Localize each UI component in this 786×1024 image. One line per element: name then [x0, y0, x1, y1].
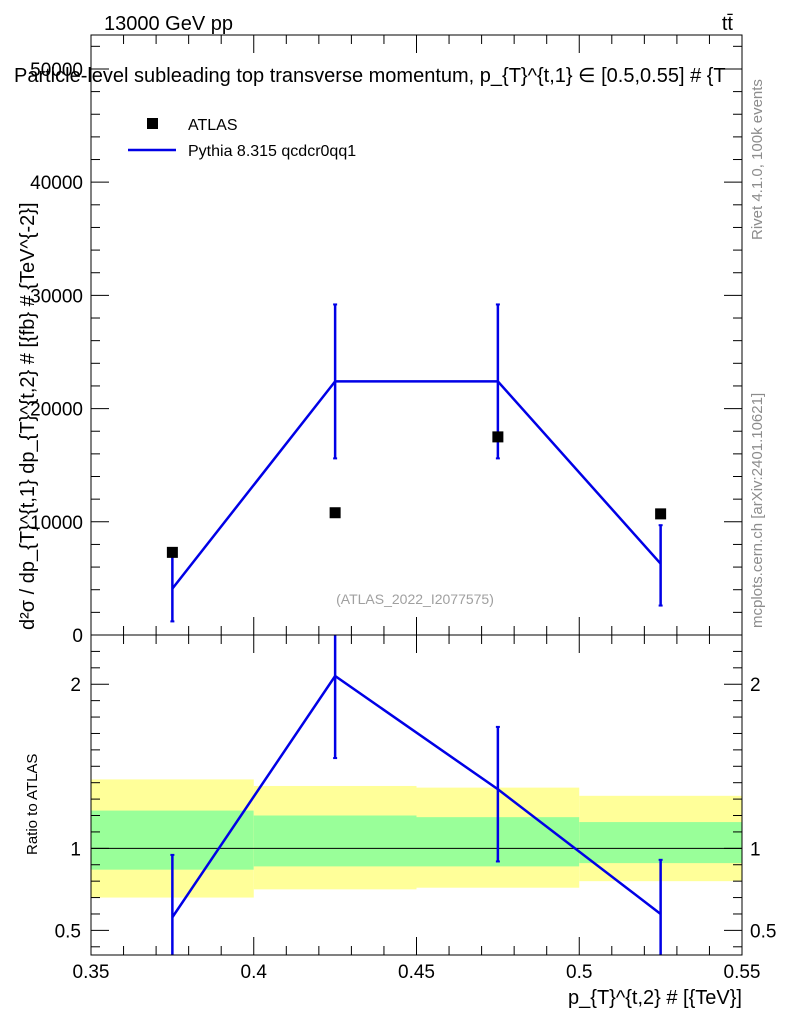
pythia-line	[171, 380, 662, 590]
ratio-y-tick-label-right: 2	[750, 675, 761, 696]
uncertainty-band-inner	[579, 822, 742, 864]
legend-atlas-label: ATLAS	[188, 117, 238, 134]
legend-atlas-marker	[147, 118, 158, 129]
x-tick-label: 0.35	[73, 962, 110, 983]
mcplots-label: mcplots.cern.ch [arXiv:2401.10621]	[749, 393, 766, 628]
ratio-y-tick-label: 0.5	[55, 921, 81, 942]
main-y-tick-label: 40000	[30, 173, 83, 194]
ratio-y-tick-label-right: 0.5	[750, 921, 776, 942]
x-tick-label: 0.55	[724, 962, 761, 983]
atlas-data-point	[329, 507, 341, 519]
atlas-data-point	[166, 546, 178, 558]
main-y-tick-label: 20000	[30, 400, 83, 421]
atlas-data-point	[655, 508, 667, 520]
ratio-y-tick-label: 1	[70, 839, 81, 860]
ratio-pythia-line	[171, 674, 662, 918]
ratio-y-axis-label: Ratio to ATLAS	[24, 754, 41, 855]
uncertainty-band-inner	[253, 815, 417, 867]
energy-label: 13000 GeV pp	[104, 13, 233, 35]
x-tick-label: 0.4	[241, 962, 268, 983]
main-y-tick-label: 30000	[30, 286, 83, 307]
ratio-panel: 0.5 0.5 1 1 2 2 0.35 0.4 0.45 0.5 0.55	[55, 634, 776, 983]
ratio-y-tick-label-right: 1	[750, 839, 761, 860]
main-panel: 0 10000 20000 30000 40000 50000	[30, 34, 743, 647]
ratio-y-tick-label: 2	[70, 675, 81, 696]
main-y-tick-label: 50000	[30, 60, 83, 81]
rivet-label: Rivet 4.1.0, 100k events	[749, 79, 766, 240]
plot-title: Particle-level subleading top transverse…	[14, 65, 726, 87]
x-axis-label: p_{T}^{t,2} # [{TeV}]	[568, 987, 742, 1009]
process-label: tt̄	[722, 13, 734, 35]
main-y-axis-label: d²σ / dp_{T}^{t,1} dp_{T}^{t,2} # [{fb} …	[17, 203, 39, 631]
atlas-data-point	[492, 431, 504, 443]
main-y-tick-label: 0	[72, 626, 83, 647]
main-y-tick-label: 10000	[30, 513, 83, 534]
analysis-watermark: (ATLAS_2022_I2077575)	[336, 591, 494, 607]
legend-pythia-label: Pythia 8.315 qcdcr0qq1	[188, 143, 356, 160]
x-tick-label: 0.5	[566, 962, 592, 983]
legend: ATLAS Pythia 8.315 qcdcr0qq1	[128, 117, 356, 160]
x-tick-label: 0.45	[398, 962, 435, 983]
